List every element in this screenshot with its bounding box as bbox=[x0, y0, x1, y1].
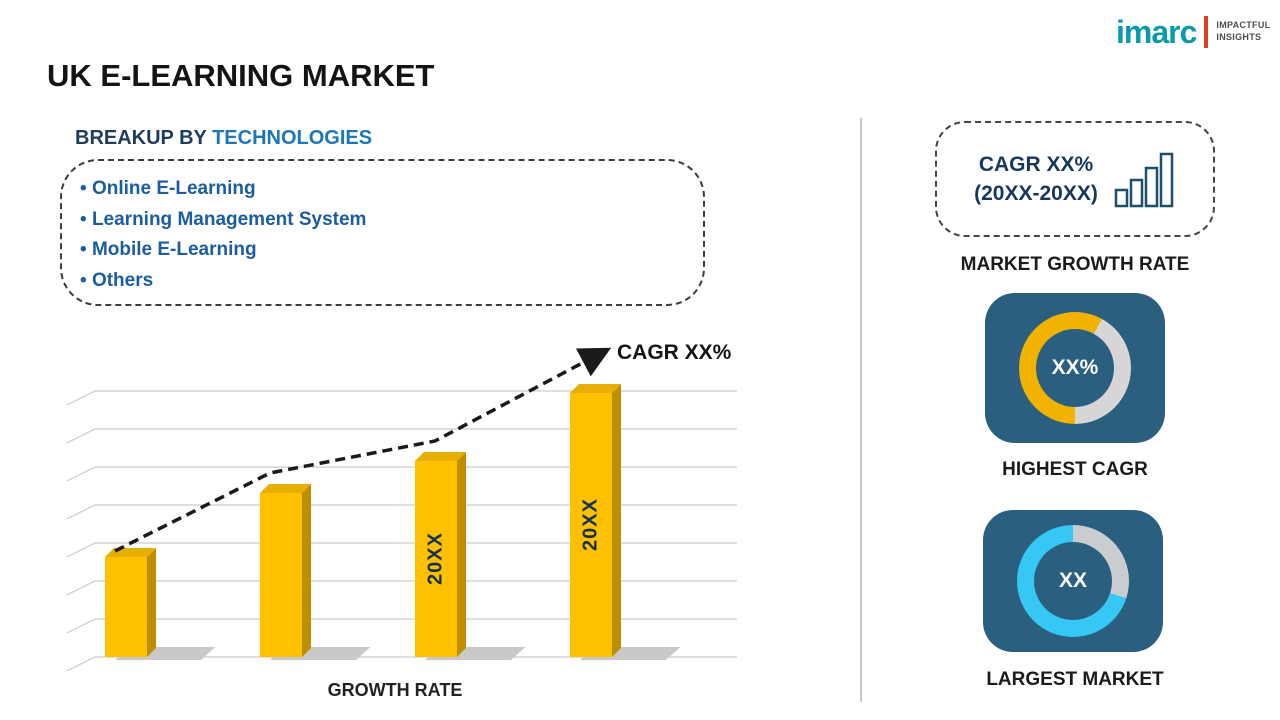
technology-item: Online E-Learning bbox=[80, 174, 703, 205]
bar-top-face bbox=[415, 452, 466, 461]
bar-top-face bbox=[260, 484, 311, 493]
highest-cagr-value: XX% bbox=[1036, 329, 1114, 407]
market-growth-rate-label: MARKET GROWTH RATE bbox=[960, 254, 1190, 275]
largest-market-value: XX bbox=[1034, 542, 1112, 620]
vertical-divider bbox=[860, 118, 862, 702]
technology-item: Others bbox=[80, 266, 703, 297]
chart-bar: 20XX bbox=[415, 452, 526, 660]
growth-chart: 20XX 20XX bbox=[65, 375, 740, 675]
bar-front-face bbox=[105, 557, 147, 657]
breakup-heading: BREAKUP BY TECHNOLOGIES bbox=[75, 127, 372, 150]
growth-bars-icon bbox=[1114, 152, 1174, 208]
technology-item: Mobile E-Learning bbox=[80, 235, 703, 266]
bar-label bbox=[260, 499, 302, 651]
cagr-line1: CAGR XX% bbox=[978, 152, 1094, 176]
technology-list: Online E-LearningLearning Management Sys… bbox=[62, 161, 703, 296]
chart-cagr-label: CAGR XX% bbox=[617, 341, 732, 364]
imarc-logo-wordmark: imarc bbox=[1116, 14, 1197, 50]
logo-tagline-line1: IMPACTFUL bbox=[1216, 20, 1271, 31]
highest-cagr-donut: XX% bbox=[1019, 312, 1131, 424]
breakup-heading-highlight: TECHNOLOGIES bbox=[212, 127, 373, 149]
cagr-box: CAGR XX% (20XX-20XX) bbox=[935, 121, 1215, 237]
bar-side-face bbox=[612, 384, 621, 657]
page-title: UK E-LEARNING MARKET bbox=[47, 58, 435, 93]
bar-label: 20XX bbox=[424, 532, 447, 586]
bar-label: 20XX bbox=[579, 498, 602, 552]
bar-top-face bbox=[570, 384, 621, 393]
imarc-logo: imarc IMPACTFUL INSIGHTS bbox=[1116, 16, 1270, 48]
logo-divider-bar bbox=[1204, 16, 1209, 48]
cagr-text: CAGR XX% (20XX-20XX) bbox=[974, 150, 1098, 209]
bar-side-face bbox=[302, 484, 311, 657]
highest-cagr-card: XX% bbox=[985, 293, 1165, 443]
chart-bar bbox=[105, 548, 216, 660]
bar-top-face bbox=[105, 548, 156, 557]
logo-tagline: IMPACTFUL INSIGHTS bbox=[1216, 20, 1270, 43]
largest-market-label: LARGEST MARKET bbox=[986, 669, 1164, 690]
bar-side-face bbox=[457, 452, 466, 657]
highest-cagr-label: HIGHEST CAGR bbox=[1002, 459, 1148, 480]
breakup-heading-prefix: BREAKUP BY bbox=[75, 127, 213, 149]
chart-x-axis-label: GROWTH RATE bbox=[327, 680, 463, 700]
bar-group: 20XX 20XX bbox=[65, 375, 740, 675]
chart-grid bbox=[66, 390, 737, 672]
largest-market-card: XX bbox=[983, 510, 1163, 652]
chart-bar bbox=[260, 484, 371, 660]
technology-item: Learning Management System bbox=[80, 205, 703, 236]
chart-bar: 20XX bbox=[570, 384, 681, 660]
logo-tagline-line2: INSIGHTS bbox=[1216, 32, 1262, 42]
bar-label bbox=[105, 563, 147, 651]
largest-market-donut: XX bbox=[1017, 525, 1129, 637]
technologies-box: Online E-LearningLearning Management Sys… bbox=[60, 159, 705, 306]
cagr-line2: (20XX-20XX) bbox=[974, 182, 1098, 205]
bar-side-face bbox=[147, 548, 156, 657]
